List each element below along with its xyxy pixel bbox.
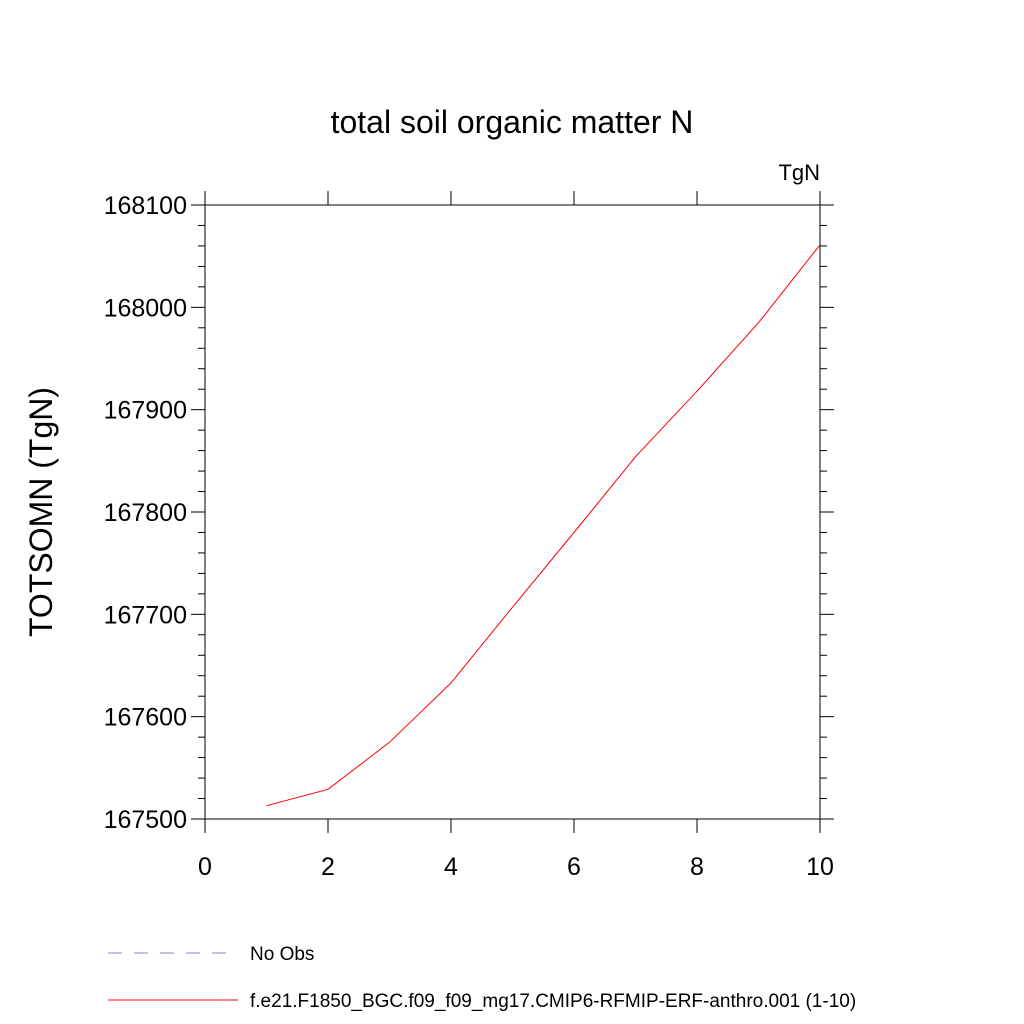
plot-frame [204,204,821,820]
series-layer [266,244,821,807]
x-tick-label: 10 [806,853,834,881]
legend-label: No Obs [250,944,314,965]
chart-title: total soil organic matter N [331,104,694,140]
ticks-layer: 0 2 4 6 8 10 167500 167600 167700 167800 167900 168… [104,191,834,881]
y-tick-label: 168000 [104,294,187,322]
x-tick-label: 2 [321,853,335,881]
y-tick-label: 167800 [104,499,187,527]
y-tick-label: 167500 [104,806,187,834]
y-tick-label: 168100 [104,192,187,220]
y-tick-label: 167600 [104,704,187,732]
x-tick-label: 8 [690,853,704,881]
y-axis-label: TOTSOMN (TgN) [23,387,59,637]
legend-label: f.e21.F1850_BGC.f09_f09_mg17.CMIP6-RFMIP… [250,991,856,1012]
x-tick-label: 4 [444,853,458,881]
x-tick-label: 0 [198,853,212,881]
legend: No Obs f.e21.F1850_BGC.f09_f09_mg17.CMIP6… [108,944,856,1012]
x-tick-label: 6 [567,853,581,881]
y-tick-label: 167700 [104,601,187,629]
series-line [266,244,821,807]
y-tick-label: 167900 [104,397,187,425]
units-label: TgN [778,160,820,185]
